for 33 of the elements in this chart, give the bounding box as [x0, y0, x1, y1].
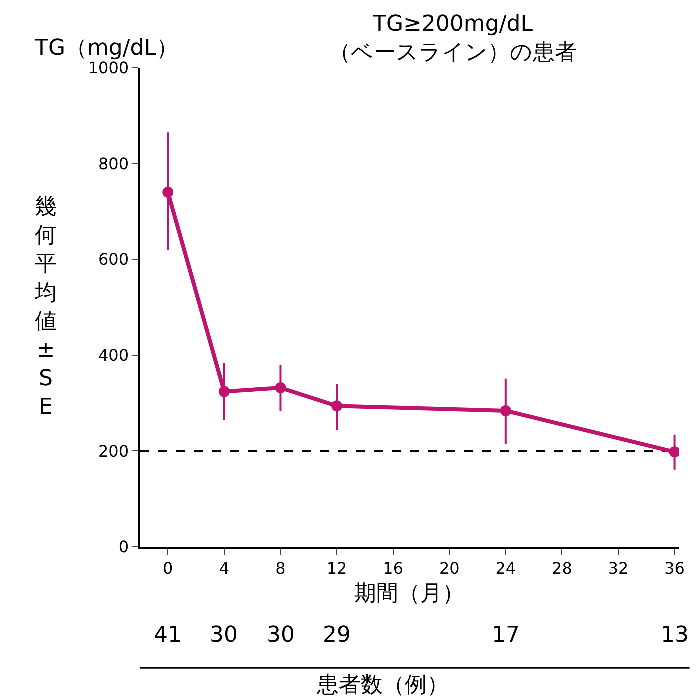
- x-tick-label: 0: [163, 558, 174, 578]
- point: [218, 386, 230, 398]
- point: [162, 187, 174, 198]
- x-tick-label: 28: [552, 558, 572, 578]
- y-tick-label: 400: [98, 346, 130, 365]
- point: [332, 400, 343, 412]
- x-tick-label: 32: [608, 558, 629, 578]
- text: 41: [154, 623, 182, 648]
- text: TG（mg/dL）: [34, 36, 179, 61]
- point: [275, 382, 286, 394]
- x-axis-title: 期間（月）: [354, 581, 464, 606]
- y-tick-label: 200: [98, 442, 130, 461]
- text: 30: [210, 623, 238, 648]
- y-tick-label: 600: [98, 250, 130, 270]
- x-tick-label: 36: [664, 558, 685, 578]
- chart-title: TG≥200mg/dL （ベースライン）の患者: [329, 12, 577, 66]
- y-tick-label: 0: [118, 538, 130, 557]
- text: 17: [492, 623, 520, 648]
- text: 患者数（例）: [316, 673, 449, 698]
- text: 13: [661, 623, 689, 648]
- x-tick-label: 12: [326, 558, 348, 578]
- text: 29: [323, 623, 351, 648]
- x-tick-label: 4: [219, 558, 230, 578]
- y-axis-title: 幾何平均値±SE: [34, 195, 57, 420]
- y-tick-label: 800: [98, 154, 130, 174]
- point: [500, 405, 512, 416]
- x-tick-label: 24: [496, 558, 516, 578]
- x-tick-label: 20: [439, 558, 460, 578]
- x-tick-label: 8: [276, 558, 286, 578]
- text: 30: [267, 623, 295, 648]
- y-tick-label: 1000: [88, 58, 130, 78]
- x-tick-label: 16: [383, 558, 404, 578]
- point: [669, 446, 679, 458]
